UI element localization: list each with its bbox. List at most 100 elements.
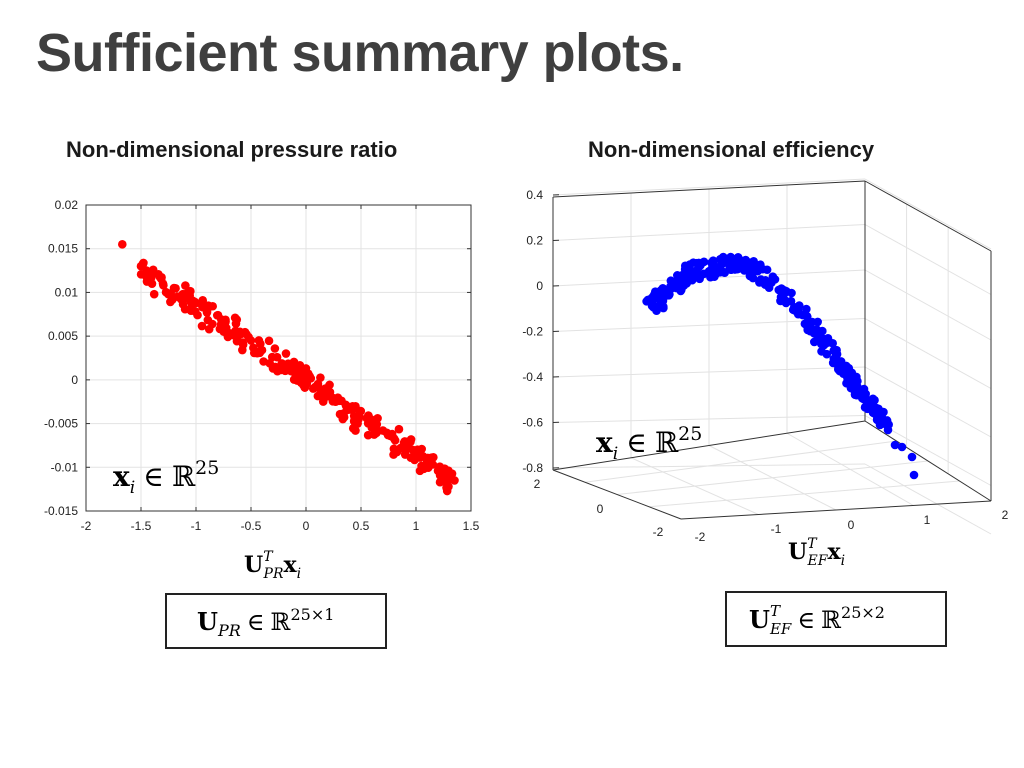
z-tick-label: -0.6 (522, 416, 543, 430)
data-point (678, 272, 687, 282)
efficiency-caption: UT EF ∈ ℝ25×2 (749, 602, 885, 638)
xlabel-vector: x (284, 552, 298, 578)
data-point (865, 402, 875, 412)
data-point (743, 264, 752, 273)
grid-line-z-side (864, 318, 992, 389)
data-point (708, 256, 718, 265)
xlabel-matrix: U (244, 552, 263, 578)
data-point (204, 324, 214, 334)
grid-line-floor (708, 445, 837, 511)
data-point (268, 364, 278, 373)
x-tick-label: -1 (191, 519, 202, 533)
caption-in-symbol: ∈ (247, 608, 265, 636)
data-point (832, 345, 841, 355)
data-point (909, 470, 919, 480)
data-point (413, 445, 422, 455)
data-point (338, 414, 348, 424)
data-point (208, 301, 217, 311)
caption-dim: 25×1 (290, 605, 334, 624)
caption-superscript: T (770, 602, 781, 620)
axis-box-edge (552, 180, 866, 198)
data-point (862, 395, 871, 404)
xlabel-sub: EF (807, 553, 829, 569)
y-tick-label: -0.005 (44, 417, 78, 431)
x-tick-label: 0.5 (353, 519, 370, 533)
chart-title-pressure-ratio: Non-dimensional pressure ratio (66, 137, 398, 162)
data-point (372, 428, 381, 438)
data-point (378, 426, 388, 435)
data-point (185, 291, 195, 300)
efficiency-annotation: xi ∈ ℝ25 (596, 423, 702, 464)
slide-title: Sufficient summary plots. (36, 23, 684, 83)
grid-line-z-side (864, 366, 992, 438)
data-point (249, 343, 258, 353)
grid-line-z-back (552, 178, 866, 196)
data-point (835, 366, 845, 376)
data-point (197, 321, 207, 331)
data-point (883, 425, 893, 435)
annotation-vector: x (596, 426, 613, 459)
data-point (907, 452, 917, 462)
caption-matrix-symbol: U (749, 605, 770, 634)
x-tick-label: -1 (771, 522, 782, 536)
data-point (218, 318, 227, 328)
data-point (694, 270, 704, 280)
data-point (166, 297, 175, 307)
data-point (813, 317, 822, 327)
axis-box-edge (552, 420, 866, 471)
pressure-ratio-caption-box: UPR ∈ ℝ25×1 (165, 593, 387, 649)
data-point (202, 308, 212, 317)
data-point (222, 329, 232, 338)
x-tick-label: 1 (924, 513, 931, 527)
x-tick-label: -2 (695, 530, 706, 544)
data-point (334, 396, 344, 406)
caption-subscript: EF (769, 620, 792, 638)
x-axis-label: UT EFxi (788, 536, 845, 569)
data-point (875, 420, 885, 430)
y-tick-label: 0.02 (55, 198, 79, 212)
data-point (836, 357, 846, 366)
data-point (158, 279, 168, 288)
data-point (164, 289, 173, 299)
data-point (181, 281, 190, 290)
data-point (231, 319, 241, 328)
z-tick-label: -0.4 (522, 370, 543, 384)
caption-dim: 25×2 (841, 603, 885, 622)
xlabel-matrix: U (788, 539, 807, 565)
data-point (279, 361, 289, 371)
y-tick-label: -0.015 (44, 504, 78, 518)
data-point (897, 442, 907, 452)
data-point (345, 405, 355, 414)
data-point (778, 292, 788, 301)
data-point (852, 372, 861, 382)
data-point (406, 435, 416, 444)
z-tick-label: 0.4 (526, 188, 543, 202)
x-tick-label: 2 (1002, 508, 1009, 522)
data-point (676, 285, 686, 295)
data-point (435, 477, 445, 487)
xlabel-vector-sub: i (841, 553, 845, 569)
data-point (257, 345, 267, 355)
annotation-subscript: i (613, 444, 618, 464)
z-tick-label: 0 (536, 279, 543, 293)
data-point (649, 291, 658, 301)
x-tick-label: 1 (413, 519, 420, 533)
grid-line-z-side (864, 269, 992, 341)
z-tick-label: -0.2 (522, 325, 543, 339)
data-point (367, 417, 377, 427)
data-point (685, 260, 695, 269)
plot-frame (85, 204, 472, 512)
data-point (178, 289, 188, 299)
data-point (802, 304, 811, 314)
data-point (411, 452, 421, 462)
x-tick-label: -2 (81, 519, 92, 533)
data-point (760, 280, 770, 289)
data-point (272, 352, 282, 362)
x-tick-label: -0.5 (241, 519, 262, 533)
data-point (400, 442, 410, 451)
x-tick-label: 0 (303, 519, 310, 533)
axis-box-edge (680, 500, 992, 520)
data-point (727, 265, 736, 274)
data-point (301, 377, 311, 386)
grid-line-z-side (864, 463, 992, 535)
